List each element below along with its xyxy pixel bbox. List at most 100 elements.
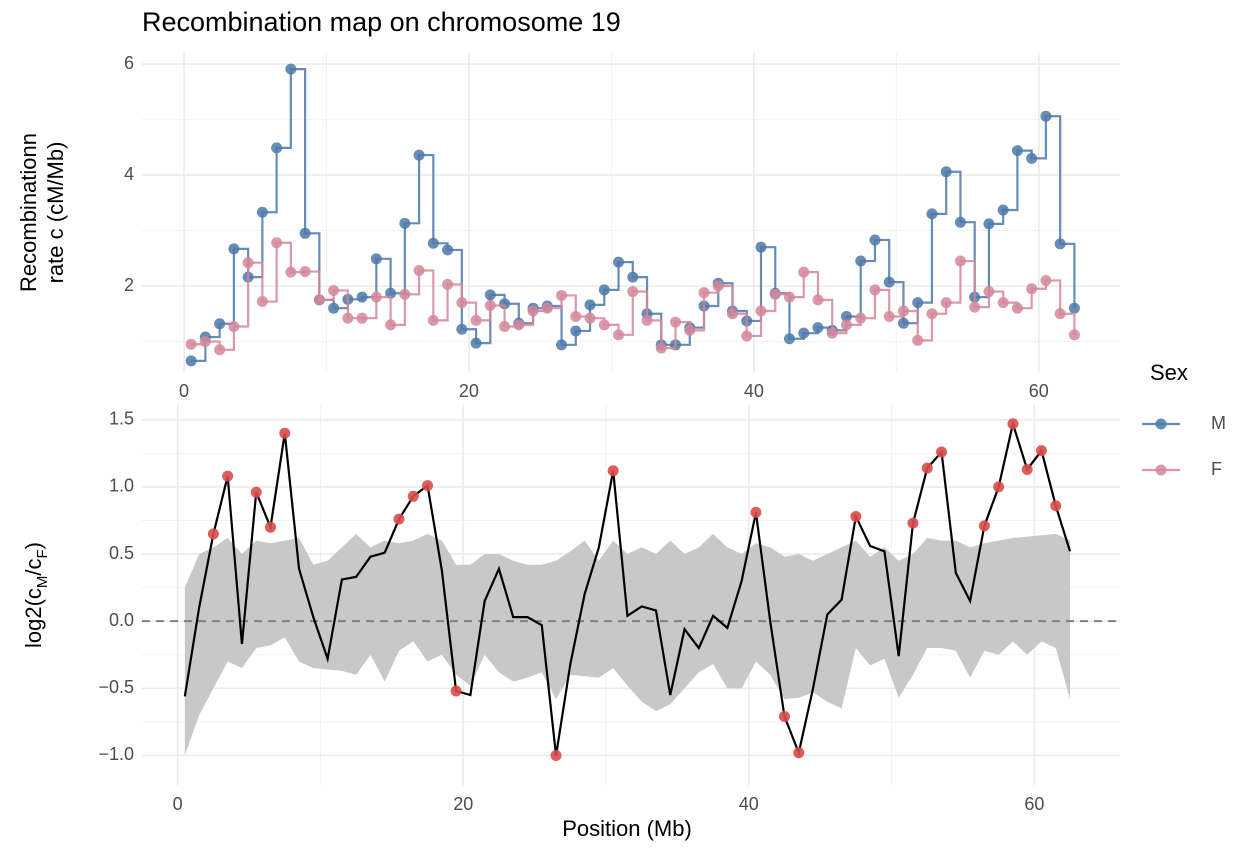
x-tick-label: 0 bbox=[173, 794, 183, 814]
point bbox=[584, 299, 596, 311]
point bbox=[313, 294, 325, 306]
point bbox=[855, 312, 867, 324]
significant-point bbox=[907, 517, 919, 529]
y-tick-label: −0.5 bbox=[98, 677, 134, 697]
point bbox=[385, 319, 397, 331]
point bbox=[869, 234, 881, 246]
point bbox=[883, 276, 895, 288]
legend-point bbox=[1155, 464, 1167, 476]
point bbox=[228, 321, 240, 333]
point bbox=[641, 314, 653, 326]
legend-title: Sex bbox=[1150, 360, 1188, 385]
significant-point bbox=[1007, 418, 1019, 430]
point bbox=[299, 227, 311, 239]
point bbox=[1011, 145, 1023, 157]
point bbox=[798, 266, 810, 278]
point bbox=[983, 286, 995, 298]
chart-title: Recombination map on chromosome 19 bbox=[142, 7, 621, 37]
point bbox=[570, 325, 582, 337]
point bbox=[285, 63, 297, 75]
point bbox=[812, 294, 824, 306]
point bbox=[826, 327, 838, 339]
y-axis-title: rate c (cM/Mb) bbox=[43, 142, 68, 284]
point bbox=[513, 319, 525, 331]
point bbox=[698, 287, 710, 299]
point bbox=[769, 288, 781, 300]
y-tick-label: 0.0 bbox=[109, 610, 134, 630]
point bbox=[256, 296, 268, 308]
point bbox=[470, 337, 482, 349]
point bbox=[214, 344, 226, 356]
significant-point bbox=[250, 486, 262, 498]
point bbox=[954, 216, 966, 228]
point bbox=[1068, 302, 1080, 314]
step-line bbox=[191, 67, 1076, 363]
x-tick-label: 40 bbox=[739, 794, 759, 814]
point bbox=[684, 324, 696, 336]
point bbox=[442, 278, 454, 290]
y-tick-label: 6 bbox=[124, 53, 134, 73]
point bbox=[598, 284, 610, 296]
significant-point bbox=[1021, 463, 1033, 475]
point bbox=[855, 255, 867, 267]
significant-point bbox=[550, 749, 562, 761]
point bbox=[613, 329, 625, 341]
point bbox=[185, 355, 197, 367]
x-tick-label: 0 bbox=[179, 381, 189, 401]
point bbox=[897, 317, 909, 329]
y-tick-label: −1.0 bbox=[98, 744, 134, 764]
point bbox=[997, 204, 1009, 216]
point bbox=[1068, 329, 1080, 341]
point bbox=[456, 297, 468, 309]
point bbox=[385, 287, 397, 299]
significant-point bbox=[393, 513, 405, 525]
significant-point bbox=[422, 480, 434, 492]
point bbox=[869, 284, 881, 296]
point bbox=[741, 330, 753, 342]
point bbox=[783, 291, 795, 303]
point bbox=[926, 308, 938, 320]
x-tick-label: 60 bbox=[1024, 794, 1044, 814]
point bbox=[912, 297, 924, 309]
point bbox=[427, 314, 439, 326]
point bbox=[670, 316, 682, 328]
point bbox=[727, 308, 739, 320]
point bbox=[1054, 238, 1066, 250]
point bbox=[356, 312, 368, 324]
point bbox=[1011, 302, 1023, 314]
point bbox=[271, 142, 283, 154]
significant-point bbox=[993, 481, 1005, 493]
point bbox=[484, 299, 496, 311]
point bbox=[556, 289, 568, 301]
point bbox=[627, 286, 639, 298]
point bbox=[299, 266, 311, 278]
point bbox=[427, 237, 439, 249]
y-axis-title-part: ) bbox=[21, 542, 46, 549]
point bbox=[997, 297, 1009, 309]
ribbon bbox=[184, 533, 1071, 756]
point bbox=[1026, 283, 1038, 295]
point bbox=[342, 312, 354, 324]
point bbox=[940, 166, 952, 178]
y-tick-label: 0.5 bbox=[109, 543, 134, 563]
significant-point bbox=[264, 521, 276, 533]
significant-point bbox=[936, 446, 948, 458]
point bbox=[969, 301, 981, 313]
point bbox=[1026, 152, 1038, 164]
y-tick-label: 1.5 bbox=[109, 409, 134, 429]
point bbox=[356, 291, 368, 303]
point bbox=[954, 255, 966, 267]
point bbox=[883, 311, 895, 323]
point bbox=[627, 271, 639, 283]
point bbox=[456, 323, 468, 335]
point bbox=[926, 208, 938, 220]
point bbox=[484, 289, 496, 301]
point bbox=[712, 280, 724, 292]
y-axis-title: Recombinationn bbox=[16, 133, 41, 292]
significant-point bbox=[279, 427, 291, 439]
point bbox=[755, 241, 767, 253]
point bbox=[940, 297, 952, 309]
point bbox=[840, 319, 852, 331]
y-axis-title-part: M bbox=[34, 576, 51, 589]
